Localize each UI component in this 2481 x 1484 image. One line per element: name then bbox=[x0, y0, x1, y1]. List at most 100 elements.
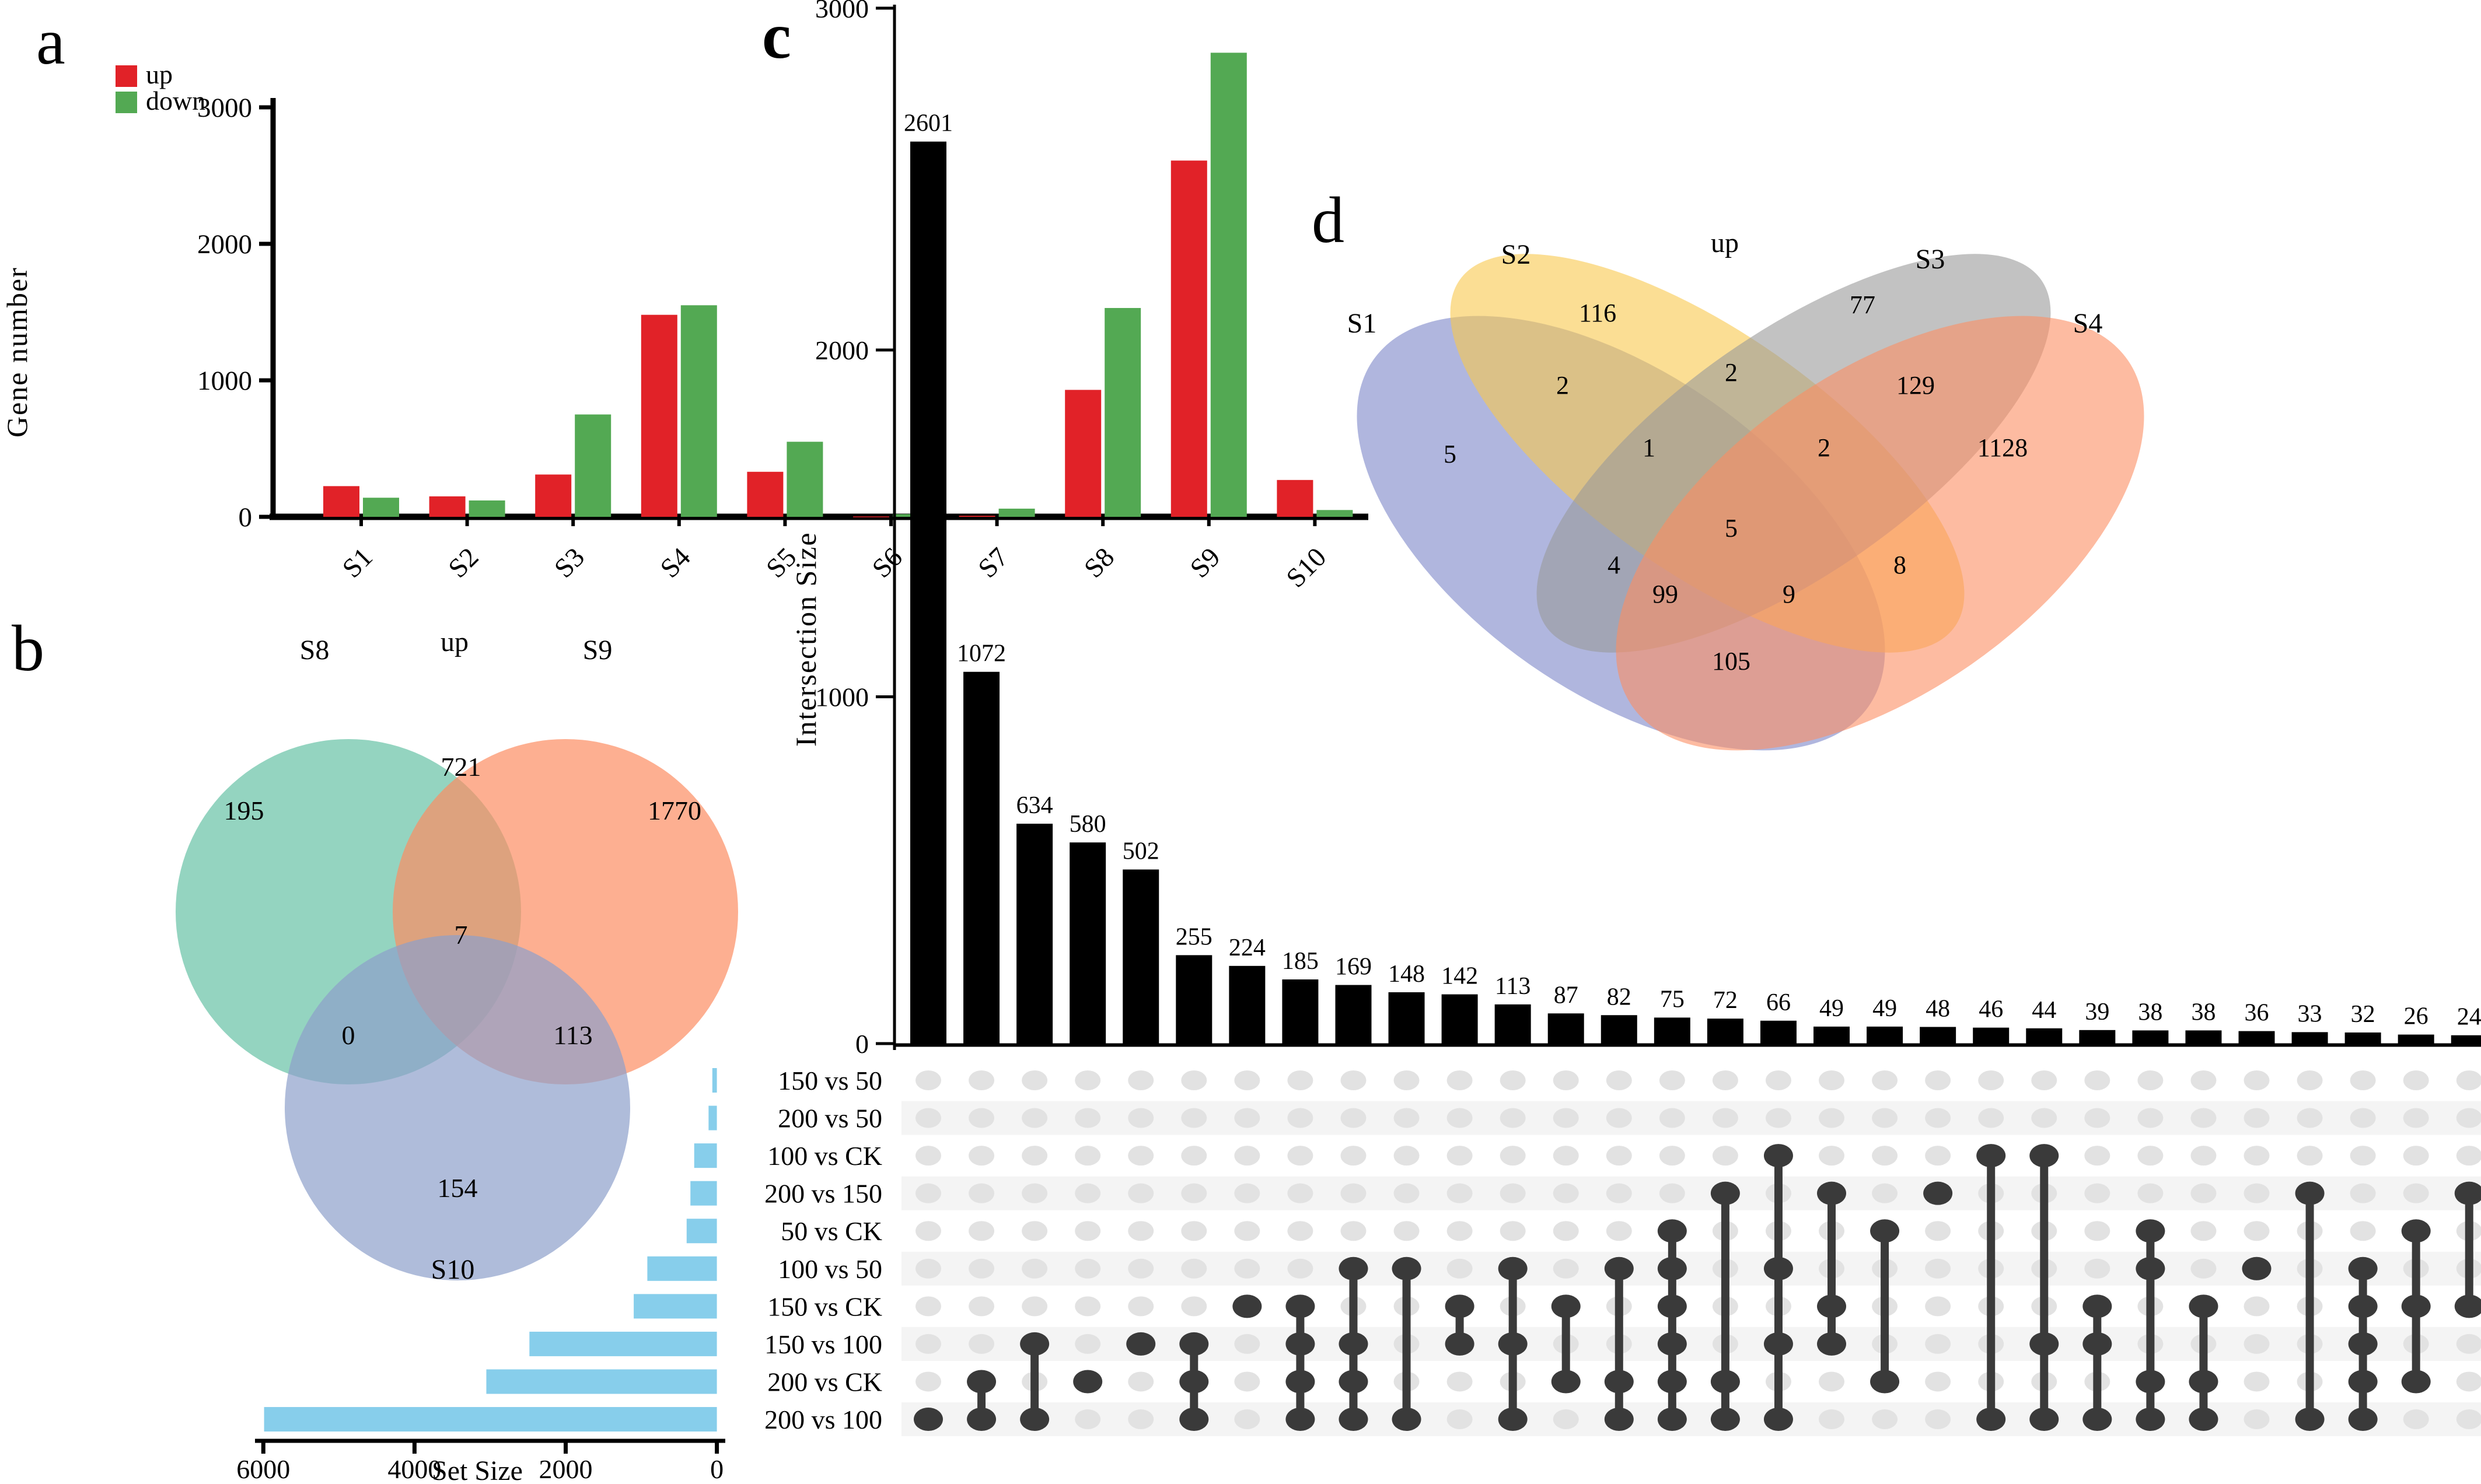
a-y-tick-label: 3000 bbox=[197, 93, 252, 123]
matrix-stripe bbox=[901, 1176, 2481, 1210]
upset-bar-value: 49 bbox=[1872, 995, 1897, 1022]
matrix-dot-inactive bbox=[1500, 1146, 1526, 1166]
matrix-dot-inactive bbox=[1765, 1108, 1791, 1128]
matrix-dot-active bbox=[1179, 1332, 1209, 1356]
upset-bar bbox=[1176, 955, 1212, 1044]
matrix-dot-inactive bbox=[1340, 1146, 1367, 1166]
matrix-dot-inactive bbox=[1872, 1146, 1898, 1166]
matrix-dot-active bbox=[1817, 1332, 1847, 1356]
upset-bar bbox=[2132, 1030, 2169, 1044]
upset-bar bbox=[1123, 869, 1159, 1044]
matrix-dot-active bbox=[1710, 1370, 1740, 1394]
matrix-dot-inactive bbox=[969, 1296, 995, 1317]
matrix-dot-active bbox=[2189, 1408, 2218, 1432]
matrix-dot-inactive bbox=[2244, 1221, 2270, 1241]
matrix-dot-active bbox=[2295, 1408, 2325, 1432]
upset-bar-value: 38 bbox=[2191, 999, 2216, 1026]
matrix-dot-inactive bbox=[2244, 1409, 2270, 1430]
upset-bar bbox=[1070, 842, 1106, 1044]
upset-bar-value: 113 bbox=[1495, 973, 1530, 1000]
upset-bar-value: 32 bbox=[2351, 1001, 2375, 1028]
matrix-dot-inactive bbox=[1340, 1221, 1367, 1241]
venn-d-set-label-S3: S3 bbox=[1916, 244, 1945, 275]
matrix-dot-active bbox=[2029, 1408, 2059, 1432]
matrix-dot-active bbox=[1498, 1408, 1528, 1432]
matrix-dot-inactive bbox=[2190, 1258, 2217, 1279]
matrix-dot-inactive bbox=[1446, 1221, 1473, 1241]
matrix-dot-inactive bbox=[2084, 1258, 2110, 1279]
matrix-dot-active bbox=[1179, 1370, 1209, 1394]
venn-circle-S10 bbox=[285, 935, 630, 1280]
matrix-dot-inactive bbox=[1234, 1409, 1260, 1430]
matrix-dot-active bbox=[1763, 1144, 1793, 1168]
set-size-bar bbox=[647, 1256, 717, 1281]
matrix-dot-inactive bbox=[1925, 1296, 1951, 1317]
bar-down-S2 bbox=[469, 500, 505, 517]
matrix-dot-inactive bbox=[969, 1221, 995, 1241]
venn-d-count: 129 bbox=[1896, 371, 1935, 400]
gene-number-axis-title: Gene number bbox=[1, 267, 33, 438]
matrix-dot-inactive bbox=[1181, 1108, 1207, 1128]
upset-bar bbox=[1441, 994, 1478, 1044]
panel-c-letter: c bbox=[762, 0, 791, 72]
a-y-tick-label: 0 bbox=[239, 502, 253, 533]
matrix-dot-active bbox=[1339, 1370, 1368, 1394]
upset-bar bbox=[1601, 1015, 1637, 1044]
matrix-dot-inactive bbox=[1075, 1146, 1101, 1166]
c-y-tick-label: 2000 bbox=[815, 335, 869, 365]
matrix-dot-inactive bbox=[1287, 1221, 1313, 1241]
upset-bar bbox=[1229, 965, 1266, 1044]
set-size-bar bbox=[686, 1219, 717, 1244]
matrix-dot-inactive bbox=[1500, 1108, 1526, 1128]
matrix-dot-inactive bbox=[1446, 1070, 1473, 1090]
matrix-dot-inactive bbox=[1553, 1409, 1579, 1430]
venn-d-count: 2 bbox=[1818, 433, 1830, 462]
set-row-label: 100 vs CK bbox=[767, 1141, 882, 1171]
matrix-dot-inactive bbox=[1819, 1146, 1845, 1166]
matrix-dot-inactive bbox=[1022, 1070, 1048, 1090]
matrix-dot-inactive bbox=[2084, 1183, 2110, 1203]
bar-down-S5 bbox=[787, 442, 823, 517]
panel-b-letter: b bbox=[12, 612, 44, 685]
matrix-dot-inactive bbox=[2456, 1371, 2481, 1392]
bar-down-S3 bbox=[575, 414, 611, 517]
c-y-tick-label: 0 bbox=[855, 1029, 869, 1059]
set-size-tick-label: 6000 bbox=[236, 1454, 290, 1484]
upset-bar-value: 185 bbox=[1282, 948, 1319, 975]
upset-bar-value: 2601 bbox=[904, 110, 953, 137]
venn-d-count: 116 bbox=[1579, 299, 1616, 327]
matrix-dot-inactive bbox=[1606, 1108, 1632, 1128]
matrix-dot-inactive bbox=[1128, 1183, 1154, 1203]
matrix-dot-inactive bbox=[1819, 1070, 1845, 1090]
matrix-dot-inactive bbox=[1234, 1334, 1260, 1354]
matrix-dot-active bbox=[2295, 1181, 2325, 1205]
matrix-stripe bbox=[901, 1326, 2481, 1361]
matrix-dot-inactive bbox=[2456, 1070, 2481, 1090]
venn-d-count: 105 bbox=[1712, 647, 1750, 676]
matrix-dot-inactive bbox=[1712, 1070, 1738, 1090]
matrix-dot-active bbox=[1285, 1294, 1315, 1318]
venn-d-count: 99 bbox=[1652, 580, 1678, 608]
matrix-dot-inactive bbox=[1075, 1108, 1101, 1128]
matrix-dot-inactive bbox=[2350, 1183, 2376, 1203]
matrix-dot-inactive bbox=[1181, 1146, 1207, 1166]
a-y-tick-label: 2000 bbox=[197, 229, 252, 260]
matrix-dot-inactive bbox=[915, 1108, 941, 1128]
set-size-bar bbox=[708, 1105, 717, 1130]
a-category-label: S3 bbox=[548, 542, 590, 584]
matrix-dot-inactive bbox=[1446, 1108, 1473, 1128]
upset-bar-value: 75 bbox=[1660, 986, 1685, 1013]
upset-bar-value: 46 bbox=[1979, 996, 2003, 1023]
matrix-dot-inactive bbox=[1925, 1070, 1951, 1090]
venn-b-count: 7 bbox=[455, 920, 468, 950]
upset-bar-value: 38 bbox=[2138, 999, 2162, 1026]
set-size-bar bbox=[486, 1369, 717, 1394]
matrix-dot-active bbox=[2029, 1332, 2059, 1356]
set-size-bar bbox=[634, 1294, 717, 1319]
matrix-dot-active bbox=[1073, 1370, 1103, 1394]
matrix-dot-inactive bbox=[969, 1258, 995, 1279]
venn-b-count: 0 bbox=[342, 1020, 355, 1050]
matrix-dot-active bbox=[1923, 1181, 1953, 1205]
